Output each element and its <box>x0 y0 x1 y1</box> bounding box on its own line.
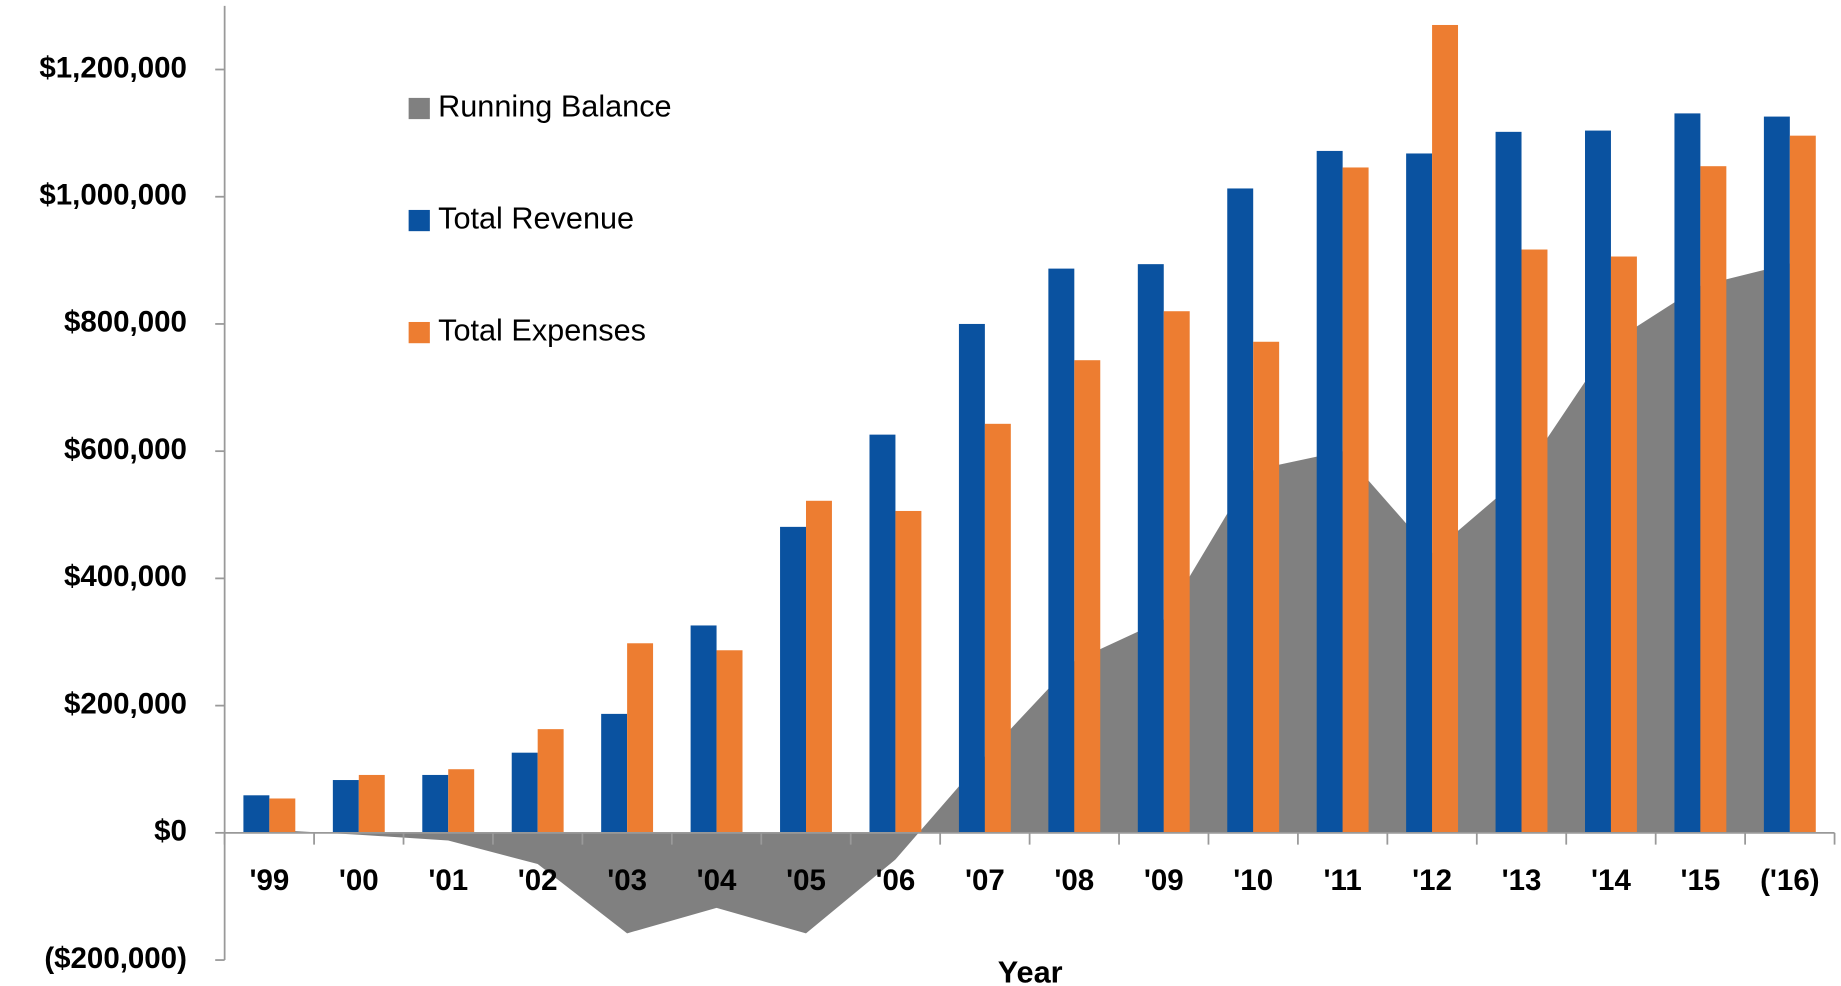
x-axis-label: Year <box>998 955 1063 986</box>
bar <box>448 769 475 833</box>
y-tick-label: $1,000,000 <box>39 179 187 212</box>
x-tick-label: '03 <box>607 864 647 897</box>
bar <box>780 526 806 833</box>
bar <box>1763 116 1790 833</box>
y-tick-label: $400,000 <box>64 560 187 593</box>
bar <box>269 798 296 833</box>
bar <box>1316 150 1343 833</box>
bar <box>1074 360 1101 833</box>
bar <box>1048 268 1075 833</box>
x-tick-label: '01 <box>428 864 468 897</box>
bar <box>1610 256 1637 833</box>
bar <box>716 650 743 833</box>
x-tick-label: '05 <box>786 864 826 897</box>
y-tick-label: $200,000 <box>64 687 187 720</box>
x-tick-label: '13 <box>1502 864 1542 897</box>
y-tick-label: $1,200,000 <box>39 51 187 84</box>
bar <box>1253 341 1280 833</box>
bar <box>1700 166 1727 833</box>
bar <box>1227 188 1254 833</box>
legend-label: Running Balance <box>438 90 672 124</box>
bar <box>958 323 985 833</box>
x-tick-label: '99 <box>249 864 289 897</box>
x-tick-label: '14 <box>1591 864 1631 897</box>
bar <box>869 434 896 833</box>
bar <box>601 713 628 833</box>
x-tick-label: '08 <box>1054 864 1094 897</box>
legend-label: Total Expenses <box>438 314 646 348</box>
bar <box>805 500 832 833</box>
bar <box>690 625 717 833</box>
x-tick-label: '12 <box>1412 864 1452 897</box>
x-tick-label: '10 <box>1233 864 1273 897</box>
bar <box>1585 130 1611 833</box>
legend-swatch <box>408 97 430 120</box>
x-tick-label: '02 <box>518 864 558 897</box>
legend-swatch <box>408 209 430 232</box>
bar <box>627 643 654 833</box>
bar <box>422 774 449 833</box>
bar <box>537 729 564 833</box>
bar <box>1163 311 1190 833</box>
legend-swatch <box>408 321 430 344</box>
x-tick-label: ('16) <box>1760 864 1819 897</box>
x-tick-label: '04 <box>697 864 737 897</box>
bar <box>984 423 1011 833</box>
bar <box>1406 153 1433 833</box>
bar <box>511 752 538 833</box>
bar <box>1495 131 1522 833</box>
y-tick-label: $600,000 <box>64 433 187 466</box>
bar <box>1521 249 1548 833</box>
y-tick-label: $800,000 <box>64 306 187 339</box>
bar <box>332 780 359 833</box>
y-tick-label: ($200,000) <box>44 942 187 975</box>
bar <box>1342 167 1369 833</box>
x-tick-label: '11 <box>1324 864 1362 897</box>
bar <box>1674 113 1701 833</box>
bar <box>1432 24 1459 833</box>
bar <box>1789 135 1816 833</box>
legend-label: Total Revenue <box>438 202 634 236</box>
bar <box>358 774 385 833</box>
x-tick-label: '06 <box>876 864 916 897</box>
x-tick-label: '09 <box>1144 864 1184 897</box>
bar <box>1137 264 1164 833</box>
bar <box>895 510 922 833</box>
y-tick-label: $0 <box>154 815 187 848</box>
x-tick-label: '00 <box>339 864 379 897</box>
x-tick-label: '07 <box>965 864 1005 897</box>
bar <box>243 795 270 833</box>
x-tick-label: '15 <box>1680 864 1720 897</box>
